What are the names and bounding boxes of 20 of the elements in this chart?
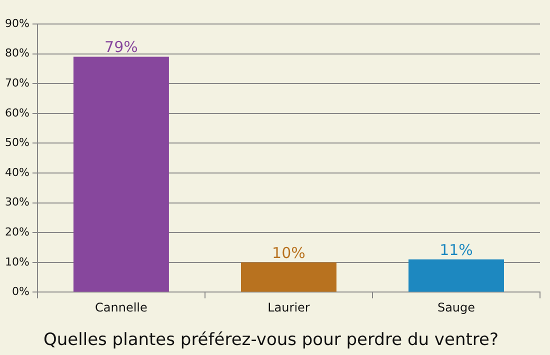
y-tick-label: 50% (4, 136, 30, 150)
y-tick-label: 20% (4, 225, 30, 238)
data-label: 10% (272, 244, 306, 262)
y-tick-label: 90% (4, 16, 30, 30)
x-tick-label: Laurier (268, 300, 310, 315)
x-tick-label: Cannelle (95, 300, 148, 315)
y-tick-label: 60% (4, 106, 30, 120)
bar (73, 56, 169, 292)
y-tick-label: 40% (4, 166, 30, 179)
bar (240, 262, 336, 292)
y-tick-label: 70% (4, 76, 30, 90)
y-tick-label: 0% (12, 285, 30, 298)
bar (408, 259, 504, 292)
y-tick-label: 80% (4, 46, 30, 60)
x-tick-label: Sauge (437, 300, 476, 315)
data-label: 79% (104, 38, 138, 56)
data-label: 11% (440, 240, 473, 259)
y-tick-label: 30% (4, 196, 30, 209)
text: Quelles plantes préférez-vous pour perdre du ventre? (44, 330, 498, 350)
y-tick-label: 10% (4, 255, 30, 268)
